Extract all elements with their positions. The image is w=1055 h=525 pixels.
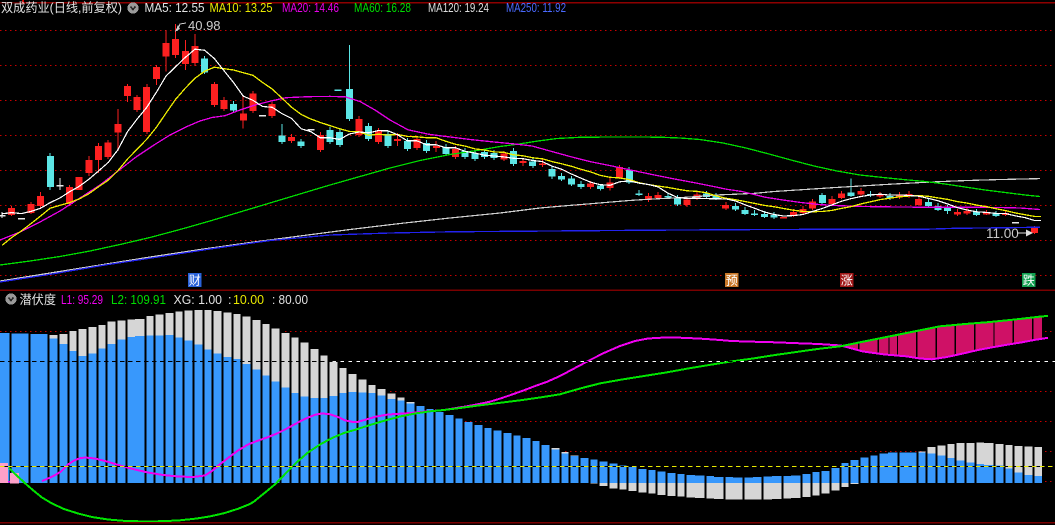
svg-text:跌: 跌 [1023,273,1035,288]
svg-text:涨: 涨 [841,273,853,288]
svg-text:双成药业(日线,前复权): 双成药业(日线,前复权) [1,0,122,15]
svg-text:XG: 1.00: XG: 1.00 [174,293,223,307]
svg-text:11.00: 11.00 [986,226,1019,241]
svg-text:L2: 109.91: L2: 109.91 [111,293,166,307]
svg-text:预: 预 [726,274,738,288]
svg-text:MA250: 11.92: MA250: 11.92 [506,1,566,15]
svg-text:潜伏度: 潜伏度 [20,292,57,307]
svg-text:10.00: 10.00 [233,293,264,307]
svg-text:MA60: 16.28: MA60: 16.28 [354,1,411,15]
svg-text:L1: 95.29: L1: 95.29 [61,293,103,307]
svg-text:MA20: 14.46: MA20: 14.46 [282,1,339,15]
svg-text:40.98: 40.98 [188,18,221,33]
svg-text:MA10: 13.25: MA10: 13.25 [210,1,273,15]
svg-text:MA5: 12.55: MA5: 12.55 [145,1,205,15]
svg-text:MA120: 19.24: MA120: 19.24 [428,1,489,15]
svg-text:: 80.00: : 80.00 [272,293,308,307]
svg-text:财: 财 [189,274,201,288]
svg-text::: : [228,293,231,307]
